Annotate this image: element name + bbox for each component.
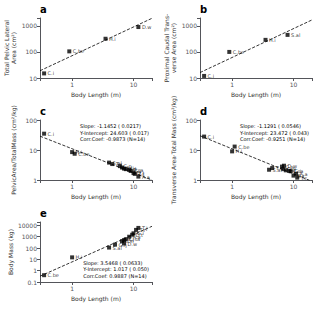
svg-text:Corr.Coef: -0.9251 (N=14): Corr.Coef: -0.9251 (N=14) — [240, 136, 305, 142]
svg-text:0.1: 0.1 — [27, 279, 37, 286]
svg-text:e: e — [40, 208, 47, 219]
svg-text:10000: 10000 — [18, 222, 37, 229]
svg-text:Body Length (m): Body Length (m) — [71, 193, 121, 201]
svg-text:Area (cm²): Area (cm²) — [10, 32, 17, 64]
svg-text:100: 100 — [186, 117, 198, 124]
svg-text:10: 10 — [130, 183, 138, 190]
svg-text:C.be: C.be — [48, 272, 59, 278]
svg-text:100: 100 — [26, 48, 38, 55]
svg-text:C.be: C.be — [78, 151, 89, 157]
svg-text:c: c — [40, 106, 46, 117]
svg-text:1: 1 — [230, 81, 234, 88]
svg-text:Proximal Caudal Trans-: Proximal Caudal Trans- — [163, 14, 170, 82]
svg-text:1: 1 — [230, 183, 234, 190]
svg-text:T.c: T.c — [115, 161, 123, 167]
svg-text:Body Length (m): Body Length (m) — [71, 295, 121, 303]
svg-text:a: a — [40, 4, 47, 15]
svg-text:1000: 1000 — [182, 22, 197, 29]
svg-text:H.i: H.i — [76, 254, 83, 260]
svg-text:D.w: D.w — [128, 241, 138, 247]
svg-text:T.j: T.j — [141, 225, 147, 232]
svg-text:10: 10 — [29, 75, 37, 82]
svg-text:C.be: C.be — [233, 49, 244, 55]
svg-text:Body Length (m): Body Length (m) — [71, 91, 121, 99]
svg-text:S.al: S.al — [291, 32, 300, 38]
svg-text:A.a: A.a — [142, 174, 150, 180]
svg-text:C.i: C.i — [48, 131, 54, 137]
svg-text:H.i: H.i — [236, 148, 243, 154]
svg-text:1: 1 — [33, 177, 37, 184]
svg-text:D.w: D.w — [142, 24, 152, 30]
svg-text:1000: 1000 — [22, 22, 37, 29]
svg-text:100: 100 — [26, 245, 38, 252]
svg-text:100: 100 — [186, 48, 198, 55]
svg-text:1: 1 — [70, 183, 74, 190]
svg-text:10: 10 — [189, 75, 197, 82]
svg-text:10: 10 — [290, 183, 298, 190]
svg-text:Body Length (m): Body Length (m) — [231, 193, 281, 201]
svg-text:H.i: H.i — [269, 37, 276, 43]
svg-text:1: 1 — [33, 267, 37, 274]
svg-text:C.be: C.be — [73, 48, 84, 54]
svg-text:10: 10 — [189, 147, 197, 154]
svg-text:C.i: C.i — [48, 70, 54, 76]
svg-text:C.i: C.i — [208, 73, 214, 79]
svg-text:10: 10 — [130, 285, 138, 292]
svg-text:10: 10 — [290, 81, 298, 88]
svg-text:H.i: H.i — [109, 36, 116, 42]
svg-text:1: 1 — [70, 81, 74, 88]
svg-text:Transverse Area·Total Mass (cm: Transverse Area·Total Mass (cm²/kg) — [170, 96, 178, 205]
svg-text:Corr.Coef: -0.9873 (N=14): Corr.Coef: -0.9873 (N=14) — [80, 136, 145, 142]
svg-text:Corr.Coef: 0.9887 (N=14): Corr.Coef: 0.9887 (N=14) — [83, 273, 147, 279]
svg-text:1: 1 — [70, 285, 74, 292]
svg-text:d: d — [200, 106, 207, 117]
svg-text:10: 10 — [130, 81, 138, 88]
svg-text:10: 10 — [29, 147, 37, 154]
svg-text:b: b — [200, 4, 207, 15]
svg-text:100: 100 — [26, 117, 38, 124]
svg-text:C.i: C.i — [208, 134, 214, 140]
svg-text:Body Length (m): Body Length (m) — [231, 91, 281, 99]
svg-text:10: 10 — [29, 256, 37, 263]
svg-text:Body Mass (kg): Body Mass (kg) — [7, 229, 15, 275]
svg-text:1000: 1000 — [22, 233, 37, 240]
svg-text:1: 1 — [193, 177, 197, 184]
svg-text:S.al: S.al — [273, 167, 282, 173]
svg-text:Total Pelvic Lateral: Total Pelvic Lateral — [3, 20, 10, 77]
svg-text:verse Area (cm²): verse Area (cm²) — [170, 23, 177, 73]
svg-text:T.r: T.r — [300, 175, 308, 181]
svg-text:PelvicArea/TotalMass (cm²/kg): PelvicArea/TotalMass (cm²/kg) — [10, 105, 18, 195]
